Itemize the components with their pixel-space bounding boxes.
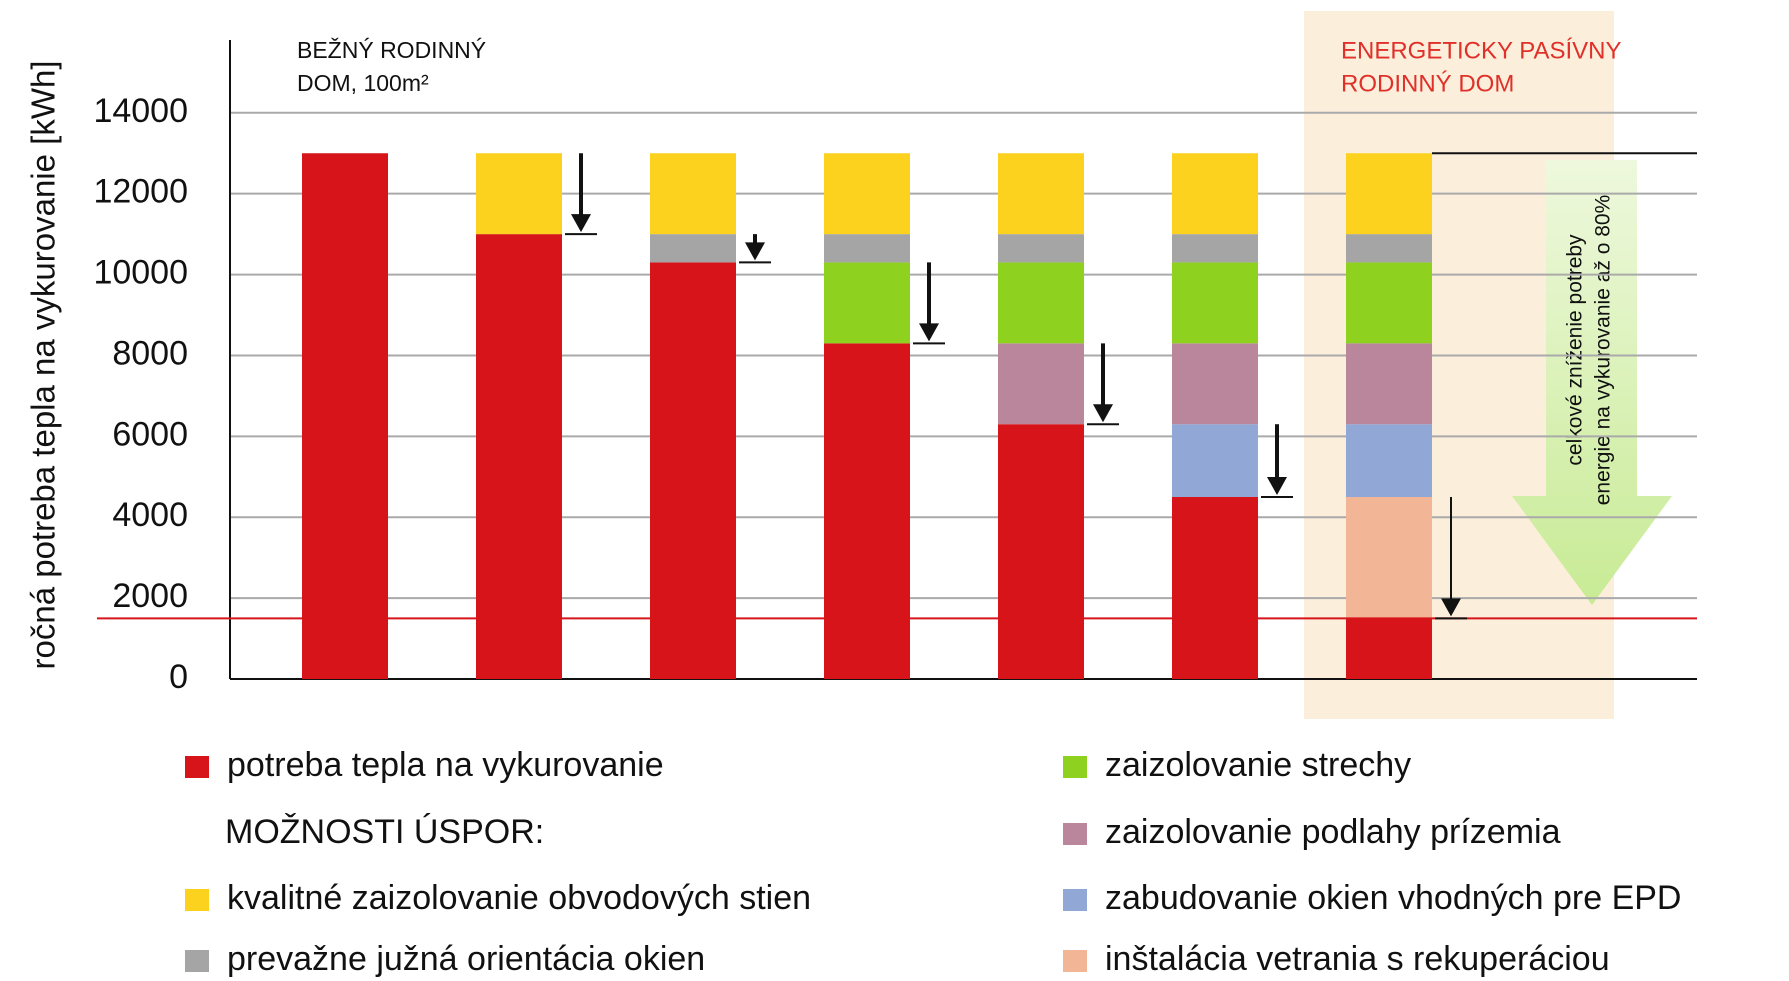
- annotation: celkové zníženie potreby: [1564, 234, 1587, 466]
- bar-segment: [650, 153, 736, 235]
- y-tick-label: 10000: [93, 254, 188, 292]
- bar-segment: [1346, 153, 1432, 235]
- bar-segment: [476, 234, 562, 679]
- y-axis-label: ročná potreba tepla na vykurovanie [kWh]: [25, 60, 62, 669]
- bar-segment: [1346, 618, 1432, 679]
- legend-label: zabudovanie okien vhodných pre EPD: [1105, 879, 1682, 917]
- annotation: DOM, 100m²: [297, 70, 429, 96]
- legend-swatch: [1063, 756, 1087, 778]
- bar-segment: [998, 153, 1084, 235]
- bar-segment: [998, 262, 1084, 344]
- y-tick-label: 14000: [93, 92, 188, 130]
- arrow-head: [1441, 598, 1461, 617]
- reduction-arrow: [1512, 160, 1672, 605]
- y-tick-label: 2000: [112, 577, 188, 615]
- y-tick-label: 0: [169, 658, 188, 696]
- bar-segment: [1346, 424, 1432, 498]
- bar-segment: [998, 424, 1084, 679]
- bar-segment: [1172, 343, 1258, 425]
- bar-segment: [824, 262, 910, 344]
- legend-swatch: [1063, 889, 1087, 911]
- legend-swatch: [1063, 823, 1087, 845]
- legend-label: zaizolovanie podlahy prízemia: [1105, 813, 1561, 851]
- bar-segment: [998, 234, 1084, 263]
- legend-swatch: [185, 950, 209, 972]
- bar-segment: [1172, 497, 1258, 679]
- legend-swatch: [185, 889, 209, 911]
- legend-swatch: [1063, 950, 1087, 972]
- arrow-head: [1093, 404, 1113, 423]
- bar-segment: [1346, 234, 1432, 263]
- legend-label: zaizolovanie strechy: [1105, 746, 1411, 784]
- legend-swatch: [185, 756, 209, 778]
- bar-segment: [650, 234, 736, 263]
- bar-segment: [650, 262, 736, 679]
- annotation: energie na vykurovanie až o 80%: [1592, 195, 1615, 506]
- annotation: BEŽNÝ RODINNÝ: [297, 37, 486, 63]
- bar-segment: [1346, 497, 1432, 619]
- bar-segment: [824, 234, 910, 263]
- y-tick-label: 6000: [112, 415, 188, 453]
- bar-segment: [998, 343, 1084, 425]
- arrow-head: [571, 214, 591, 233]
- arrow-head: [919, 323, 939, 342]
- bar-segment: [1346, 343, 1432, 425]
- legend-label: prevažne južná orientácia okien: [227, 940, 705, 978]
- bar-segment: [302, 153, 388, 680]
- legend-label: potreba tepla na vykurovanie: [227, 746, 664, 784]
- legend-label: inštalácia vetrania s rekuperáciou: [1105, 940, 1610, 978]
- y-tick-label: 4000: [112, 496, 188, 534]
- bar-segment: [824, 153, 910, 235]
- bar-segment: [476, 153, 562, 235]
- bar-segment: [1172, 262, 1258, 344]
- legend-heading: MOŽNOSTI ÚSPOR:: [225, 813, 544, 851]
- bar-segment: [1346, 262, 1432, 344]
- arrow-head: [1267, 477, 1287, 496]
- bar-segment: [824, 343, 910, 679]
- arrow-head: [745, 242, 765, 261]
- bar-segment: [1172, 424, 1258, 498]
- legend-label: kvalitné zaizolovanie obvodových stien: [227, 879, 811, 917]
- bar-segment: [1172, 153, 1258, 235]
- y-tick-label: 8000: [112, 334, 188, 372]
- annotation: ENERGETICKY PASÍVNY: [1341, 37, 1622, 64]
- bar-segment: [1172, 234, 1258, 263]
- annotation: RODINNÝ DOM: [1341, 70, 1514, 97]
- y-tick-label: 12000: [93, 173, 188, 211]
